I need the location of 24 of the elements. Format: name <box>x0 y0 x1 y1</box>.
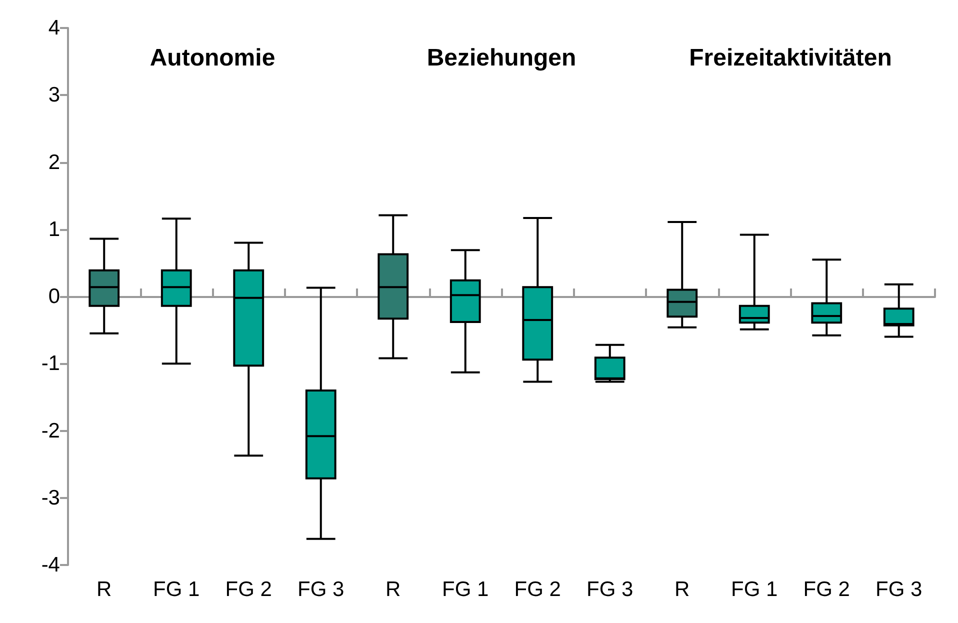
y-tick-label: -2 <box>41 419 60 442</box>
y-tick-label: 4 <box>48 16 60 40</box>
y-tick-label: -1 <box>41 352 60 376</box>
y-tick-label: -3 <box>41 486 60 510</box>
x-tick-label: FG 1 <box>442 578 489 601</box>
x-tick-label: R <box>96 578 112 601</box>
annotation: Freizeitaktivitäten <box>689 44 892 72</box>
x-tick-label: FG 2 <box>225 578 272 601</box>
x-tick-label: R <box>674 578 690 601</box>
annotation: Autonomie <box>150 44 276 72</box>
x-tick-label: R <box>386 578 401 601</box>
x-tick-label: FG 1 <box>153 578 200 601</box>
x-tick-label: FG 3 <box>876 578 922 601</box>
y-tick-label: 3 <box>48 84 60 107</box>
x-tick-label: FG 2 <box>803 578 850 601</box>
y-tick-label: 1 <box>48 218 60 241</box>
y-tick-label: 2 <box>48 150 60 174</box>
x-tick-label: FG 1 <box>731 578 778 601</box>
y-tick-label: 0 <box>48 285 60 308</box>
y-tick-label: -4 <box>41 554 60 576</box>
annotation: Beziehungen <box>426 44 576 72</box>
x-tick-label: FG 3 <box>586 578 634 601</box>
x-tick-label: FG 2 <box>514 578 561 601</box>
x-tick-label: FG 3 <box>298 578 344 601</box>
